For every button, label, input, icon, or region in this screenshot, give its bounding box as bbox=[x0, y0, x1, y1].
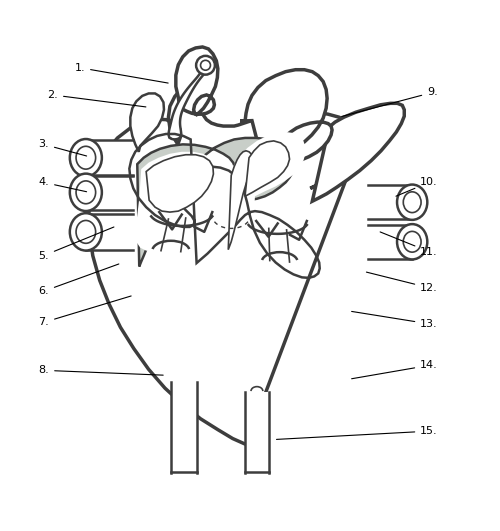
Text: 2.: 2. bbox=[48, 90, 146, 107]
Text: 3.: 3. bbox=[38, 139, 86, 156]
Polygon shape bbox=[312, 104, 404, 201]
Ellipse shape bbox=[76, 146, 96, 169]
Polygon shape bbox=[136, 152, 220, 251]
Ellipse shape bbox=[196, 56, 215, 75]
Text: 8.: 8. bbox=[38, 365, 163, 375]
Ellipse shape bbox=[397, 224, 428, 260]
Text: 6.: 6. bbox=[38, 264, 119, 296]
Polygon shape bbox=[130, 93, 164, 152]
Bar bbox=[171, 382, 196, 473]
Text: 15.: 15. bbox=[276, 426, 438, 439]
Bar bbox=[368, 185, 412, 219]
Polygon shape bbox=[224, 132, 306, 250]
Text: 5.: 5. bbox=[38, 227, 114, 261]
Text: 9.: 9. bbox=[342, 88, 438, 116]
Text: 11.: 11. bbox=[380, 232, 438, 256]
Polygon shape bbox=[228, 151, 255, 250]
Ellipse shape bbox=[70, 139, 102, 176]
Text: 1.: 1. bbox=[74, 63, 168, 83]
Ellipse shape bbox=[404, 192, 421, 212]
Ellipse shape bbox=[404, 232, 421, 252]
Text: 7.: 7. bbox=[38, 296, 131, 327]
Polygon shape bbox=[146, 155, 214, 212]
Polygon shape bbox=[138, 138, 296, 267]
Text: 12.: 12. bbox=[366, 272, 438, 293]
Polygon shape bbox=[245, 141, 290, 196]
Bar bbox=[86, 175, 133, 210]
Polygon shape bbox=[240, 70, 332, 168]
Polygon shape bbox=[168, 67, 207, 139]
Polygon shape bbox=[89, 76, 372, 444]
Text: 13.: 13. bbox=[352, 311, 438, 329]
Bar bbox=[245, 391, 269, 473]
Ellipse shape bbox=[70, 213, 102, 251]
Ellipse shape bbox=[76, 181, 96, 204]
Ellipse shape bbox=[397, 185, 428, 220]
Bar bbox=[86, 214, 133, 250]
Bar bbox=[368, 225, 412, 259]
Polygon shape bbox=[176, 47, 218, 115]
Text: 14.: 14. bbox=[352, 361, 438, 379]
Ellipse shape bbox=[70, 174, 102, 211]
Text: 4.: 4. bbox=[38, 177, 86, 192]
Ellipse shape bbox=[200, 61, 210, 70]
Ellipse shape bbox=[76, 220, 96, 243]
Text: 10.: 10. bbox=[396, 177, 438, 196]
Bar bbox=[86, 140, 133, 176]
